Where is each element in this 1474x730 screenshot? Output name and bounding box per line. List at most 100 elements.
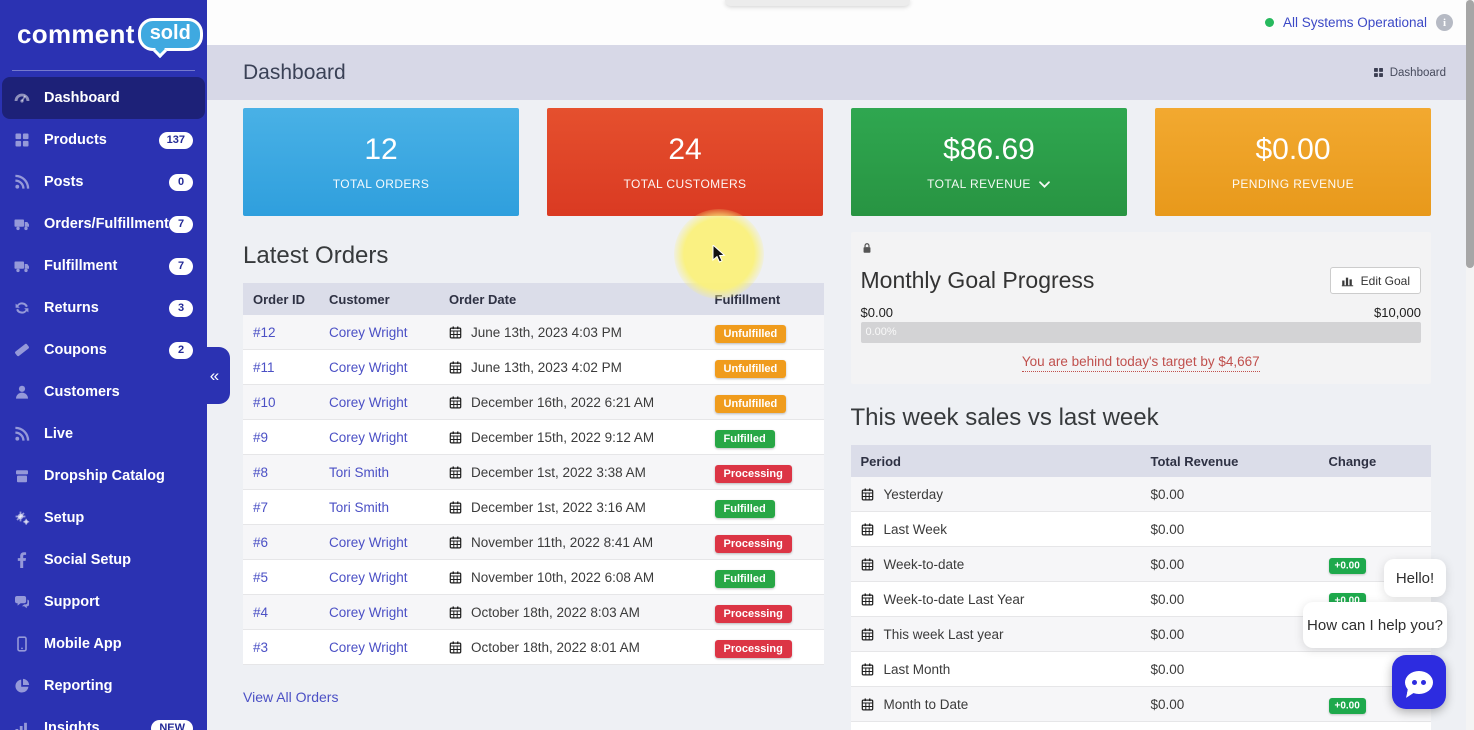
scrollbar-thumb[interactable] <box>1466 0 1474 268</box>
column-header: Customer <box>329 291 390 307</box>
sidebar-item[interactable]: Live <box>2 413 205 455</box>
calendar-icon <box>449 361 462 374</box>
order-id-link[interactable]: #8 <box>253 464 269 480</box>
order-id-link[interactable]: #11 <box>253 359 275 375</box>
stat-value: $0.00 <box>1255 133 1331 166</box>
stat-value: 12 <box>364 133 398 166</box>
sidebar-nav: Dashboard Products 137 Posts 0 <box>0 77 207 730</box>
view-all-orders-link[interactable]: View All Orders <box>243 689 339 705</box>
sidebar-item[interactable]: Customers <box>2 371 205 413</box>
order-row: #11 Corey Wright June 13th, 2023 4:02 PM… <box>243 350 824 385</box>
sidebar-item[interactable]: Coupons 2 <box>2 329 205 371</box>
order-id-link[interactable]: #9 <box>253 429 269 445</box>
change-badge: +0.00 <box>1328 558 1366 574</box>
goal-warning-text[interactable]: You are behind today's target by $4,667 <box>1021 354 1260 372</box>
calendar-icon <box>861 593 874 606</box>
order-row: #6 Corey Wright November 11th, 2022 8:41… <box>243 525 824 560</box>
stat-card[interactable]: 24 TOTAL CUSTOMERS <box>547 108 823 216</box>
sidebar-item-label: Support <box>44 594 100 610</box>
customer-link[interactable]: Tori Smith <box>329 464 390 480</box>
order-date: June 13th, 2023 4:02 PM <box>471 359 622 375</box>
page-scrollbar[interactable] <box>1466 0 1474 730</box>
calendar-icon <box>449 326 462 339</box>
fulfillment-status-badge: Unfulfilled <box>714 394 787 413</box>
sidebar-item[interactable]: Insights NEW <box>2 707 205 730</box>
customer-link[interactable]: Tori Smith <box>329 499 390 515</box>
chat-launcher-button[interactable] <box>1392 655 1446 709</box>
sidebar-item[interactable]: Fulfillment 7 <box>2 245 205 287</box>
chevron-down-icon[interactable] <box>1038 178 1051 191</box>
period-revenue: $0.00 <box>1150 486 1185 502</box>
sidebar-item-new-badge: NEW <box>151 719 193 730</box>
sidebar-item-label: Orders/Fulfillment <box>44 216 169 232</box>
system-status-link[interactable]: All Systems Operational <box>1282 15 1427 30</box>
period-label: This week Last year <box>883 626 1004 642</box>
sidebar-item-label: Returns <box>44 300 99 316</box>
customer-link[interactable]: Corey Wright <box>329 569 408 585</box>
fulfillment-status-badge: Processing <box>714 464 792 483</box>
order-date: October 18th, 2022 8:01 AM <box>471 639 640 655</box>
sidebar: comment sold Dashboard Products 137 <box>0 0 207 730</box>
sidebar-item[interactable]: Mobile App <box>2 623 205 665</box>
edit-goal-button[interactable]: Edit Goal <box>1329 267 1421 294</box>
period-revenue: $0.00 <box>1150 556 1185 572</box>
calendar-icon <box>861 488 874 501</box>
customer-link[interactable]: Corey Wright <box>329 359 408 375</box>
goal-progress-bar: 0.00% <box>860 322 1421 343</box>
calendar-icon <box>861 663 874 676</box>
sidebar-item[interactable]: Reporting <box>2 665 205 707</box>
sidebar-item[interactable]: Returns 3 <box>2 287 205 329</box>
order-date: December 16th, 2022 6:21 AM <box>471 394 655 410</box>
sidebar-item[interactable]: Dropship Catalog <box>2 455 205 497</box>
info-icon[interactable]: i <box>1436 14 1453 31</box>
sidebar-item-label: Products <box>44 132 107 148</box>
sidebar-item-label: Reporting <box>44 678 113 694</box>
order-id-link[interactable]: #12 <box>253 324 276 340</box>
sidebar-item-count-badge: 7 <box>169 215 193 233</box>
bar-chart-icon <box>1341 274 1354 287</box>
period-row: Last Month $0.00 <box>850 652 1431 687</box>
sidebar-item-count-badge: 7 <box>169 257 193 275</box>
sidebar-item[interactable]: Support <box>2 581 205 623</box>
order-id-link[interactable]: #4 <box>253 604 269 620</box>
customer-link[interactable]: Corey Wright <box>329 639 408 655</box>
sidebar-item[interactable]: Social Setup <box>2 539 205 581</box>
sidebar-item-icon <box>14 216 30 232</box>
order-id-link[interactable]: #7 <box>253 499 269 515</box>
latest-orders-table: Order ID Customer Order Date Fulfillment… <box>243 283 824 665</box>
sidebar-item-icon <box>14 174 30 190</box>
week-sales-title: This week sales vs last week <box>850 404 1159 431</box>
latest-orders-section: Latest Orders Order ID Customer Order Da… <box>243 216 824 730</box>
sidebar-item-label: Setup <box>44 510 85 526</box>
sidebar-item[interactable]: Dashboard <box>2 77 205 119</box>
sidebar-item[interactable]: Setup <box>2 497 205 539</box>
sidebar-item[interactable]: Posts 0 <box>2 161 205 203</box>
breadcrumb[interactable]: Dashboard <box>1373 67 1446 79</box>
period-revenue: $0.00 <box>1150 521 1185 537</box>
customer-link[interactable]: Corey Wright <box>329 324 408 340</box>
sidebar-collapse-button[interactable]: « <box>199 347 230 404</box>
stat-card[interactable]: $0.00 PENDING REVENUE <box>1155 108 1431 216</box>
customer-link[interactable]: Corey Wright <box>329 394 408 410</box>
period-revenue: $0.00 <box>1150 661 1185 677</box>
fulfillment-status-badge: Processing <box>714 639 792 658</box>
fulfillment-status-badge: Processing <box>714 534 792 553</box>
order-id-link[interactable]: #5 <box>253 569 269 585</box>
sidebar-item[interactable]: Orders/Fulfillment 7 <box>2 203 205 245</box>
order-id-link[interactable]: #6 <box>253 534 269 550</box>
calendar-icon <box>449 606 462 619</box>
order-id-link[interactable]: #10 <box>253 394 276 410</box>
stat-card[interactable]: 12 TOTAL ORDERS <box>243 108 519 216</box>
customer-link[interactable]: Corey Wright <box>329 604 408 620</box>
change-badge: +0.00 <box>1328 698 1366 714</box>
customer-link[interactable]: Corey Wright <box>329 534 408 550</box>
order-id-link[interactable]: #3 <box>253 639 269 655</box>
sidebar-item-label: Fulfillment <box>44 258 118 274</box>
brand-logo[interactable]: comment sold <box>0 6 207 62</box>
period-row: Month to Date Last Year $0.00 <box>850 722 1431 730</box>
customer-link[interactable]: Corey Wright <box>329 429 408 445</box>
sidebar-item[interactable]: Products 137 <box>2 119 205 161</box>
period-label: Yesterday <box>883 486 944 502</box>
monthly-goal-title: Monthly Goal Progress <box>860 267 1095 293</box>
stat-card[interactable]: $86.69 TOTAL REVENUE <box>851 108 1127 216</box>
